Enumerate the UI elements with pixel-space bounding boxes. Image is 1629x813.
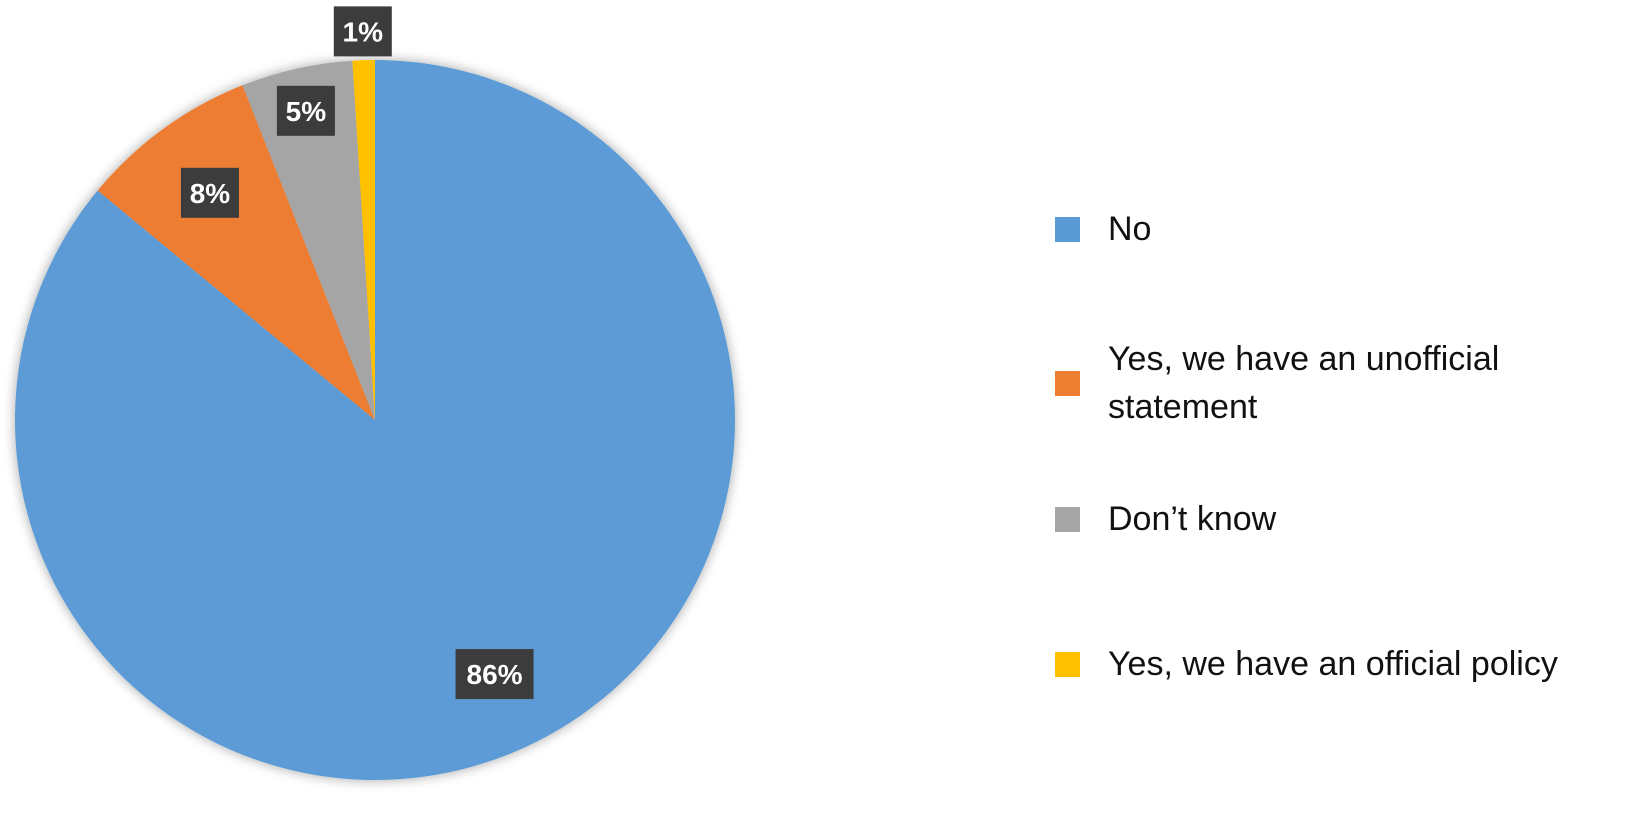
legend-label: Yes, we have an official policy — [1108, 645, 1558, 683]
data-label-text: 8% — [190, 178, 231, 209]
legend-label: Yes, we have an unofficial statement — [1108, 340, 1500, 426]
data-label-text: 86% — [467, 659, 523, 690]
legend-item-yes-we-have-an-unofficial-statement: Yes, we have an unofficial statement — [1055, 335, 1578, 431]
legend: No Yes, we have an unofficial statement Do… — [1055, 0, 1615, 813]
data-label-box — [333, 6, 392, 57]
pie-data-labels: 86% 8% 5% 1% — [180, 6, 534, 700]
legend-item-yes-we-have-an-official-policy: Yes, we have an official policy — [1055, 640, 1558, 688]
legend-item-no: No — [1055, 205, 1151, 253]
data-label-yes-we-have-an-unofficial-statement: 8% — [180, 167, 239, 218]
legend-label: No — [1108, 210, 1152, 248]
legend-label: Don’t know — [1108, 500, 1277, 538]
legend-item-don-t-know: Don’t know — [1055, 495, 1276, 543]
data-label-text: 1% — [343, 16, 384, 47]
data-label-don-t-know: 5% — [276, 85, 335, 136]
pie-slice-yes-we-have-an-official-policy — [352, 60, 375, 420]
pie-slice-no — [14, 60, 736, 780]
data-label-yes-we-have-an-official-policy: 1% — [333, 6, 392, 57]
pie-slices — [14, 60, 736, 780]
legend-swatch — [1055, 651, 1080, 677]
legend-swatch — [1055, 370, 1080, 396]
data-label-box — [276, 85, 335, 136]
legend-swatch — [1055, 216, 1080, 242]
pie-slice-don-t-know — [242, 60, 375, 420]
pie-slice-yes-we-have-an-unofficial-statement — [97, 85, 375, 421]
data-label-box — [180, 167, 239, 218]
data-label-no: 86% — [455, 649, 534, 700]
data-label-box — [455, 649, 534, 700]
data-label-text: 5% — [286, 96, 327, 127]
legend-swatch — [1055, 506, 1080, 532]
